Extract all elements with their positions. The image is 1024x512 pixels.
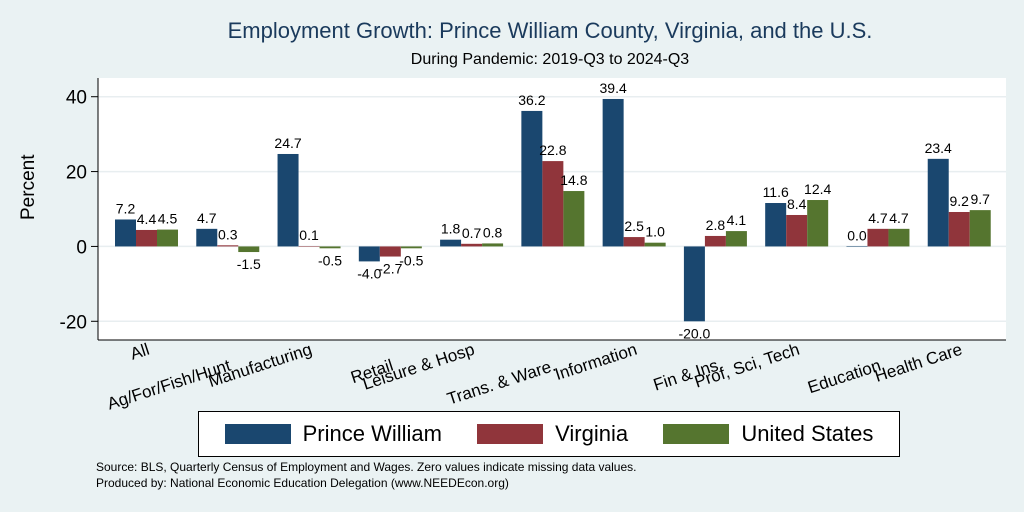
bar (379, 246, 401, 257)
data-label: 4.1 (727, 212, 747, 228)
bar (704, 235, 726, 247)
data-label: 0.3 (218, 226, 238, 242)
source-note: Source: BLS, Quarterly Census of Employm… (96, 460, 637, 474)
legend-label: United States (741, 421, 874, 446)
producer-note: Produced by: National Economic Education… (96, 476, 509, 490)
bar (725, 231, 747, 247)
x-tick-label: Information (553, 340, 640, 384)
x-tick-label: Trans. & Ware. (445, 356, 558, 409)
bar (400, 246, 422, 249)
y-tick-label: 0 (76, 237, 87, 258)
bar (623, 237, 645, 247)
chart-subtitle: During Pandemic: 2019-Q3 to 2024-Q3 (410, 51, 690, 68)
bar (115, 219, 136, 247)
y-tick-label: -20 (60, 312, 87, 333)
x-tick-label: Health Care (872, 340, 964, 386)
y-tick-label: 20 (66, 163, 87, 184)
bar (277, 153, 299, 247)
data-label: -0.5 (318, 252, 342, 268)
bar (358, 246, 380, 262)
bar (521, 110, 543, 247)
data-label: 4.7 (868, 210, 888, 226)
data-label: -1.5 (237, 256, 261, 272)
data-label: -0.5 (399, 252, 423, 268)
legend-swatch (477, 424, 544, 444)
bar (440, 239, 462, 247)
bar (644, 242, 666, 247)
data-label: 1.8 (441, 221, 461, 237)
bar (136, 229, 157, 247)
data-label: 12.4 (804, 181, 831, 197)
data-label: 0.7 (462, 225, 482, 241)
y-tick-label: 40 (66, 88, 87, 109)
legend-label: Prince William (302, 421, 442, 446)
bar (927, 158, 949, 247)
bar (196, 228, 218, 247)
bar (888, 228, 910, 247)
bar (602, 98, 624, 247)
data-label: 0.0 (847, 227, 867, 243)
bar (969, 210, 991, 247)
legend-swatch (224, 424, 291, 444)
legend-item-virginia: Virginia (477, 421, 628, 447)
data-label: 22.8 (539, 142, 566, 158)
data-label: 4.7 (889, 210, 909, 226)
data-label: 7.2 (116, 200, 136, 216)
bar (948, 211, 970, 247)
data-label: 2.8 (706, 217, 726, 233)
data-label: -4.0 (357, 265, 381, 281)
data-label: 14.8 (560, 172, 587, 188)
bar (482, 243, 504, 247)
legend-item-united-states: United States (663, 421, 873, 447)
legend-swatch (663, 424, 730, 444)
bar (846, 246, 868, 247)
data-label: 1.0 (645, 224, 665, 240)
bar (807, 200, 829, 247)
bar (563, 191, 585, 247)
chart-title: Employment Growth: Prince William County… (227, 18, 873, 43)
x-tick-label: All (128, 340, 152, 364)
data-label: 2.5 (624, 218, 644, 234)
x-tick-label: Education (805, 356, 883, 397)
data-label: 36.2 (518, 92, 545, 108)
data-label: 11.6 (763, 184, 789, 200)
data-label: 0.1 (299, 227, 319, 243)
bar (683, 246, 705, 322)
legend: Prince William Virginia United States (198, 411, 900, 457)
bar (217, 245, 239, 247)
data-label: 8.4 (787, 196, 807, 212)
data-label: 24.7 (274, 135, 301, 151)
legend-label: Virginia (555, 421, 629, 446)
bar (298, 246, 320, 247)
data-label: 23.4 (925, 140, 952, 156)
data-label: -20.0 (678, 325, 710, 341)
bar (542, 161, 564, 247)
data-label: -2.7 (378, 261, 402, 277)
bar (238, 246, 260, 253)
bar (461, 243, 483, 247)
bar (867, 228, 889, 247)
bar (765, 203, 787, 247)
data-label: 9.2 (949, 193, 969, 209)
bar (786, 214, 808, 247)
data-label: 4.7 (197, 210, 217, 226)
data-label: 4.4 (137, 211, 157, 227)
data-label: 9.7 (970, 191, 990, 207)
bar (157, 229, 178, 247)
data-label: 0.8 (483, 224, 503, 240)
data-label: 4.5 (158, 211, 178, 227)
legend-item-prince-william: Prince William (224, 421, 442, 447)
bar (319, 246, 341, 249)
data-label: 39.4 (600, 80, 627, 96)
